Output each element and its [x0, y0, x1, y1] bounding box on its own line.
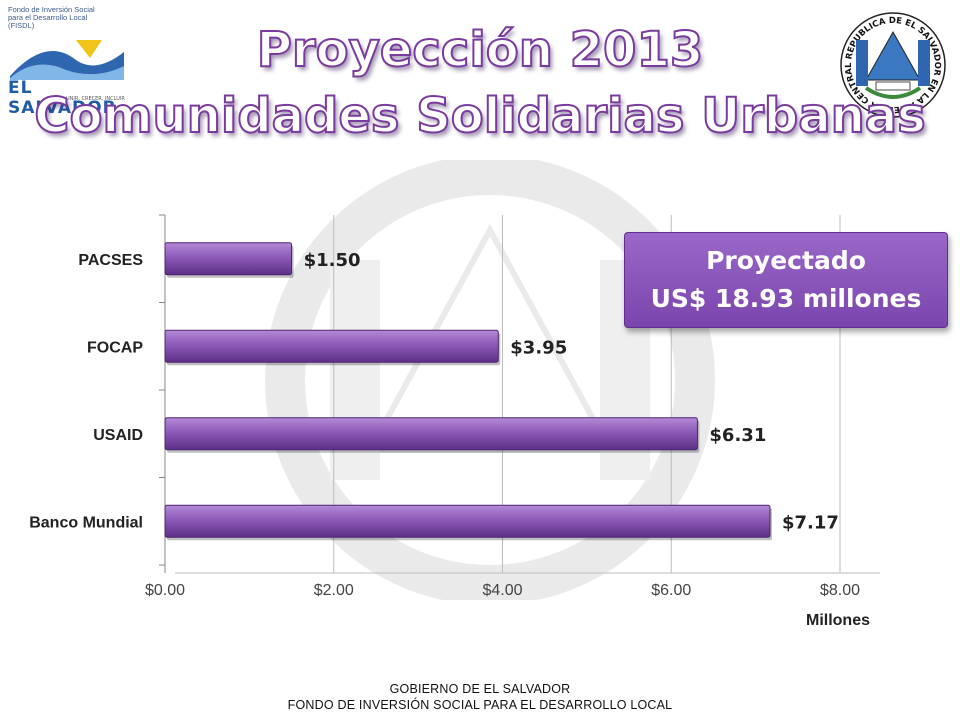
category-label: FOCAP: [87, 339, 143, 356]
x-tick-label: $4.00: [482, 582, 522, 599]
bar: [164, 242, 293, 276]
logo-hills-icon: [10, 40, 124, 80]
callout-heading: Proyectado: [706, 246, 866, 275]
category-label: Banco Mundial: [29, 514, 143, 531]
logo-main-text: EL SALVADOR: [8, 78, 117, 118]
bar: [164, 329, 499, 363]
data-label: $3.95: [510, 337, 567, 358]
category-label: PACSES: [78, 252, 143, 269]
logo-sub-text: UNIR, CRECER, INCLUIR: [66, 96, 125, 102]
x-tick-label: $2.00: [314, 582, 354, 599]
fisdl-logo: Fondo de Inversión Social para el Desarr…: [6, 4, 128, 119]
bar: [164, 504, 771, 538]
data-label: $7.17: [782, 512, 839, 533]
x-tick-label: $6.00: [651, 582, 691, 599]
coat-of-arms-seal-icon: REPUBLICA DE EL SALVADOR EN LA AMERICA C…: [840, 12, 946, 118]
footer-agency: FONDO DE INVERSIÓN SOCIAL PARA EL DESARR…: [287, 698, 673, 712]
bar: [164, 417, 698, 451]
logo-small-text: Fondo de Inversión Social para el Desarr…: [8, 5, 95, 30]
labels: $0.00 $2.00 $4.00 $6.00 $8.00 PACSES $1.50 FOCA…: [29, 250, 870, 629]
projected-total-callout: Proyectado US$ 18.93 millones: [624, 232, 948, 328]
x-tick-label: $0.00: [145, 582, 185, 599]
callout-amount: US$ 18.93 millones: [650, 284, 922, 313]
data-label: $1.50: [304, 250, 361, 271]
page-subtitle: Comunidades Solidarias Urbanas: [33, 87, 927, 145]
x-axis-title: Millones: [806, 612, 870, 629]
data-label: $6.31: [709, 425, 766, 446]
footer-government: GOBIERNO DE EL SALVADOR: [389, 682, 571, 696]
bars: [164, 242, 772, 541]
x-tick-label: $8.00: [820, 582, 860, 599]
page-title: Proyección 2013: [256, 21, 704, 79]
category-label: USAID: [93, 427, 143, 444]
